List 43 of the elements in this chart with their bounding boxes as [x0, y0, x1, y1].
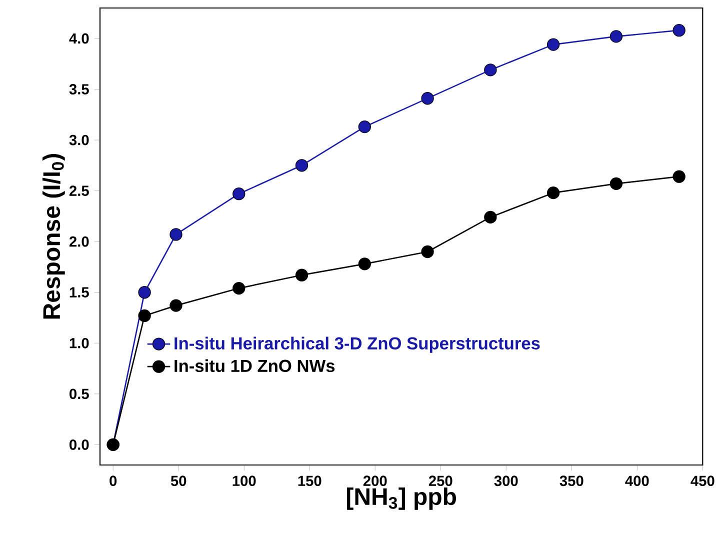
- y-tick-label: 4.0: [69, 33, 89, 44]
- point: [610, 30, 623, 43]
- x-tick-label: 350: [560, 476, 584, 486]
- point: [546, 186, 560, 200]
- point: [232, 188, 246, 200]
- point: [358, 120, 371, 134]
- x-tick-label: 400: [625, 476, 649, 486]
- point: [421, 92, 434, 105]
- y-tick-label: 2.0: [69, 236, 89, 247]
- legend-label: In-situ Heirarchical 3-D ZnO Superstructures: [174, 336, 540, 353]
- x-tick-label: 200: [363, 476, 387, 486]
- point: [170, 228, 182, 241]
- x-tick-label: 300: [494, 476, 518, 486]
- y-tick-label: 0.0: [70, 440, 89, 450]
- x-tick-label: 0: [110, 476, 117, 486]
- point: [672, 24, 686, 37]
- x-tick-label: 250: [428, 476, 452, 486]
- y-tick-label: 3.0: [69, 134, 89, 146]
- y-tick-label: 1.5: [70, 287, 89, 298]
- point: [232, 282, 246, 295]
- point: [546, 38, 560, 51]
- x-tick-label: 100: [232, 476, 256, 486]
- y-axis-title: Response (I/I$_{0}$): [42, 154, 65, 319]
- y-tick-label: 0.5: [70, 388, 89, 400]
- point: [295, 159, 308, 172]
- y-tick-label: 1.0: [70, 338, 89, 348]
- point: [610, 177, 623, 190]
- y-tick-label: 2.5: [69, 186, 89, 196]
- x-axis-title: [NH$_{3}$] ppb: [347, 487, 456, 510]
- x-tick-label: 150: [298, 476, 322, 486]
- x-tick-label: 450: [690, 476, 714, 486]
- point: [421, 245, 434, 258]
- point: [484, 64, 497, 76]
- legend-label: In-situ 1D ZnO NWs: [174, 359, 335, 372]
- point: [295, 268, 308, 282]
- y-tick-label: 3.5: [69, 84, 89, 94]
- point: [138, 286, 151, 299]
- point: [672, 170, 686, 183]
- point: [138, 309, 151, 322]
- x-tick-label: 50: [170, 476, 186, 486]
- point: [170, 299, 182, 312]
- point: [358, 258, 371, 270]
- point: [484, 210, 497, 224]
